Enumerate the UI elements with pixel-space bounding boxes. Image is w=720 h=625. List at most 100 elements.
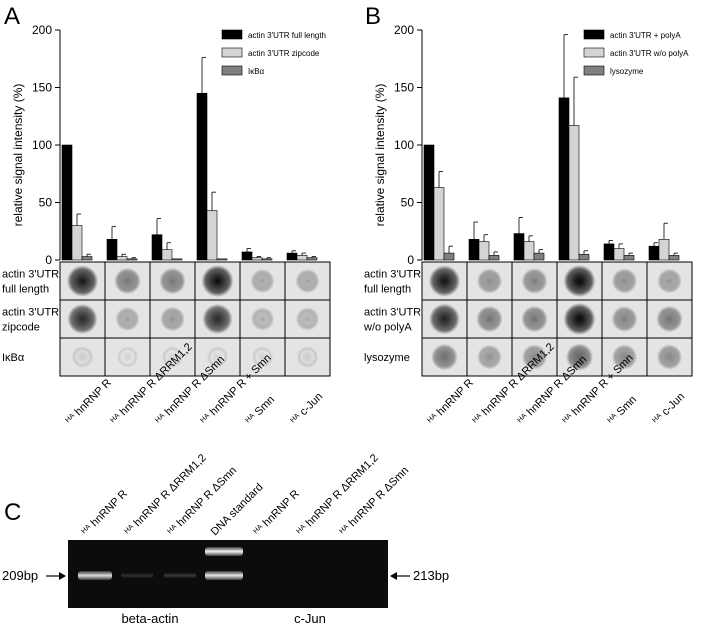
blot-dot: [115, 306, 140, 332]
lane-label: HAc-Jun: [651, 391, 688, 428]
bar: [151, 234, 163, 261]
bar: [488, 255, 500, 261]
blot-dot: [611, 268, 638, 294]
bar: [468, 239, 480, 261]
gel-lane-label: HAhnRNP R ΔRRM1,2: [295, 452, 381, 538]
y-tick-label: 200: [32, 23, 52, 37]
y-tick-label: 150: [394, 81, 414, 95]
legend-swatch: [221, 29, 243, 40]
blot-dot: [206, 346, 229, 368]
legend-swatch: [583, 29, 605, 40]
blot-frame: [421, 261, 693, 377]
lane-label: HASmn: [606, 394, 639, 427]
bar: [433, 187, 445, 261]
blot-dot: [611, 344, 638, 370]
bar: [296, 255, 308, 261]
legend-label: actin 3'UTR full length: [248, 31, 326, 40]
panel-letter-a: A: [4, 3, 20, 30]
legend-label: actin 3'UTR zipcode: [248, 49, 320, 58]
blot-dot: [656, 305, 683, 333]
bar: [578, 253, 590, 261]
blot-dot: [116, 346, 139, 368]
blot-dot: [114, 267, 141, 295]
blot-row-label: full length: [2, 284, 49, 296]
legend-label: IκBα: [248, 67, 265, 76]
gel-ladder-band: [205, 571, 243, 580]
blot-dot: [521, 344, 548, 370]
bar-chart-b: 0 50 100 150 200 relative signal intensity (%…: [373, 23, 689, 267]
blot-row-label: IκBα: [2, 352, 25, 364]
bar: [306, 257, 318, 261]
bar: [286, 252, 298, 261]
blot-dot: [657, 268, 682, 294]
bar: [658, 239, 670, 261]
y-tick-label: 100: [32, 138, 52, 152]
legend-label: actin 3'UTR + polyA: [610, 31, 681, 40]
bar: [241, 251, 253, 261]
y-axis-label: relative signal intensity (%): [373, 84, 387, 227]
y-axis-label: relative signal intensity (%): [11, 84, 25, 227]
blot-dot: [251, 346, 274, 368]
blot-dot: [611, 306, 638, 332]
legend-swatch: [221, 47, 243, 58]
bar: [261, 258, 273, 261]
blot-dot: [295, 307, 320, 331]
bar: [61, 144, 73, 261]
bar: [668, 255, 680, 261]
blot-dot: [296, 346, 319, 368]
bar: [478, 241, 490, 261]
bar-chart-a: 0 50 100 150 200 relative signal intensity (%…: [11, 23, 326, 267]
marker-arrowhead-left: [59, 572, 66, 580]
blot-dot: [656, 344, 683, 370]
blot-dot: [428, 265, 461, 297]
blot-dot: [565, 343, 594, 371]
marker-arrowhead-right: [390, 572, 397, 580]
blot-dot: [250, 268, 275, 294]
bar: [443, 252, 455, 261]
bar: [126, 258, 138, 261]
lane-label: HAhnRNP R: [64, 377, 114, 427]
blot-dot: [563, 303, 596, 335]
blot-dot: [161, 346, 184, 368]
blot-dot: [67, 303, 98, 335]
dot-blot-b: actin 3'UTR full length actin 3'UTR w/o pol…: [363, 261, 693, 377]
bar: [533, 252, 545, 261]
blot-dot: [159, 267, 186, 295]
blot-row-label: lysozyme: [364, 352, 410, 364]
bar: [513, 233, 525, 261]
lane-label: HAc-Jun: [289, 391, 326, 428]
bar: [613, 248, 625, 261]
blot-dot: [477, 344, 502, 370]
bar: [116, 256, 128, 261]
bar: [623, 255, 635, 261]
gel-marker-left: 209bp: [2, 568, 38, 583]
legend-label: lysozyme: [610, 67, 644, 76]
bar: [196, 92, 208, 261]
bar: [71, 225, 83, 261]
legend-swatch: [583, 47, 605, 58]
gel-band: [78, 571, 112, 580]
bar: [423, 144, 435, 261]
lane-label: HASmn: [244, 394, 277, 427]
blot-row-label: actin 3'UTR: [364, 307, 421, 319]
gel-band: [164, 573, 196, 578]
blot-dot: [521, 305, 548, 333]
panel-letter-b: B: [365, 3, 381, 30]
blot-dot: [295, 268, 320, 294]
bar: [206, 210, 218, 261]
gel-group-label: c-Jun: [294, 611, 326, 625]
blot-row-label: actin 3'UTR: [364, 269, 421, 281]
blot-row-label: actin 3'UTR: [2, 307, 59, 319]
y-tick-label: 100: [394, 138, 414, 152]
blot-dot: [160, 306, 185, 332]
blot-dot: [476, 268, 503, 294]
bar: [523, 241, 535, 261]
lane-label: HAhnRNP R: [426, 377, 476, 427]
bar: [558, 97, 570, 261]
gel-group-label: beta-actin: [121, 611, 178, 625]
blot-dot: [521, 268, 548, 294]
blot-dot: [563, 265, 596, 297]
blot-row-label: actin 3'UTR: [2, 269, 59, 281]
